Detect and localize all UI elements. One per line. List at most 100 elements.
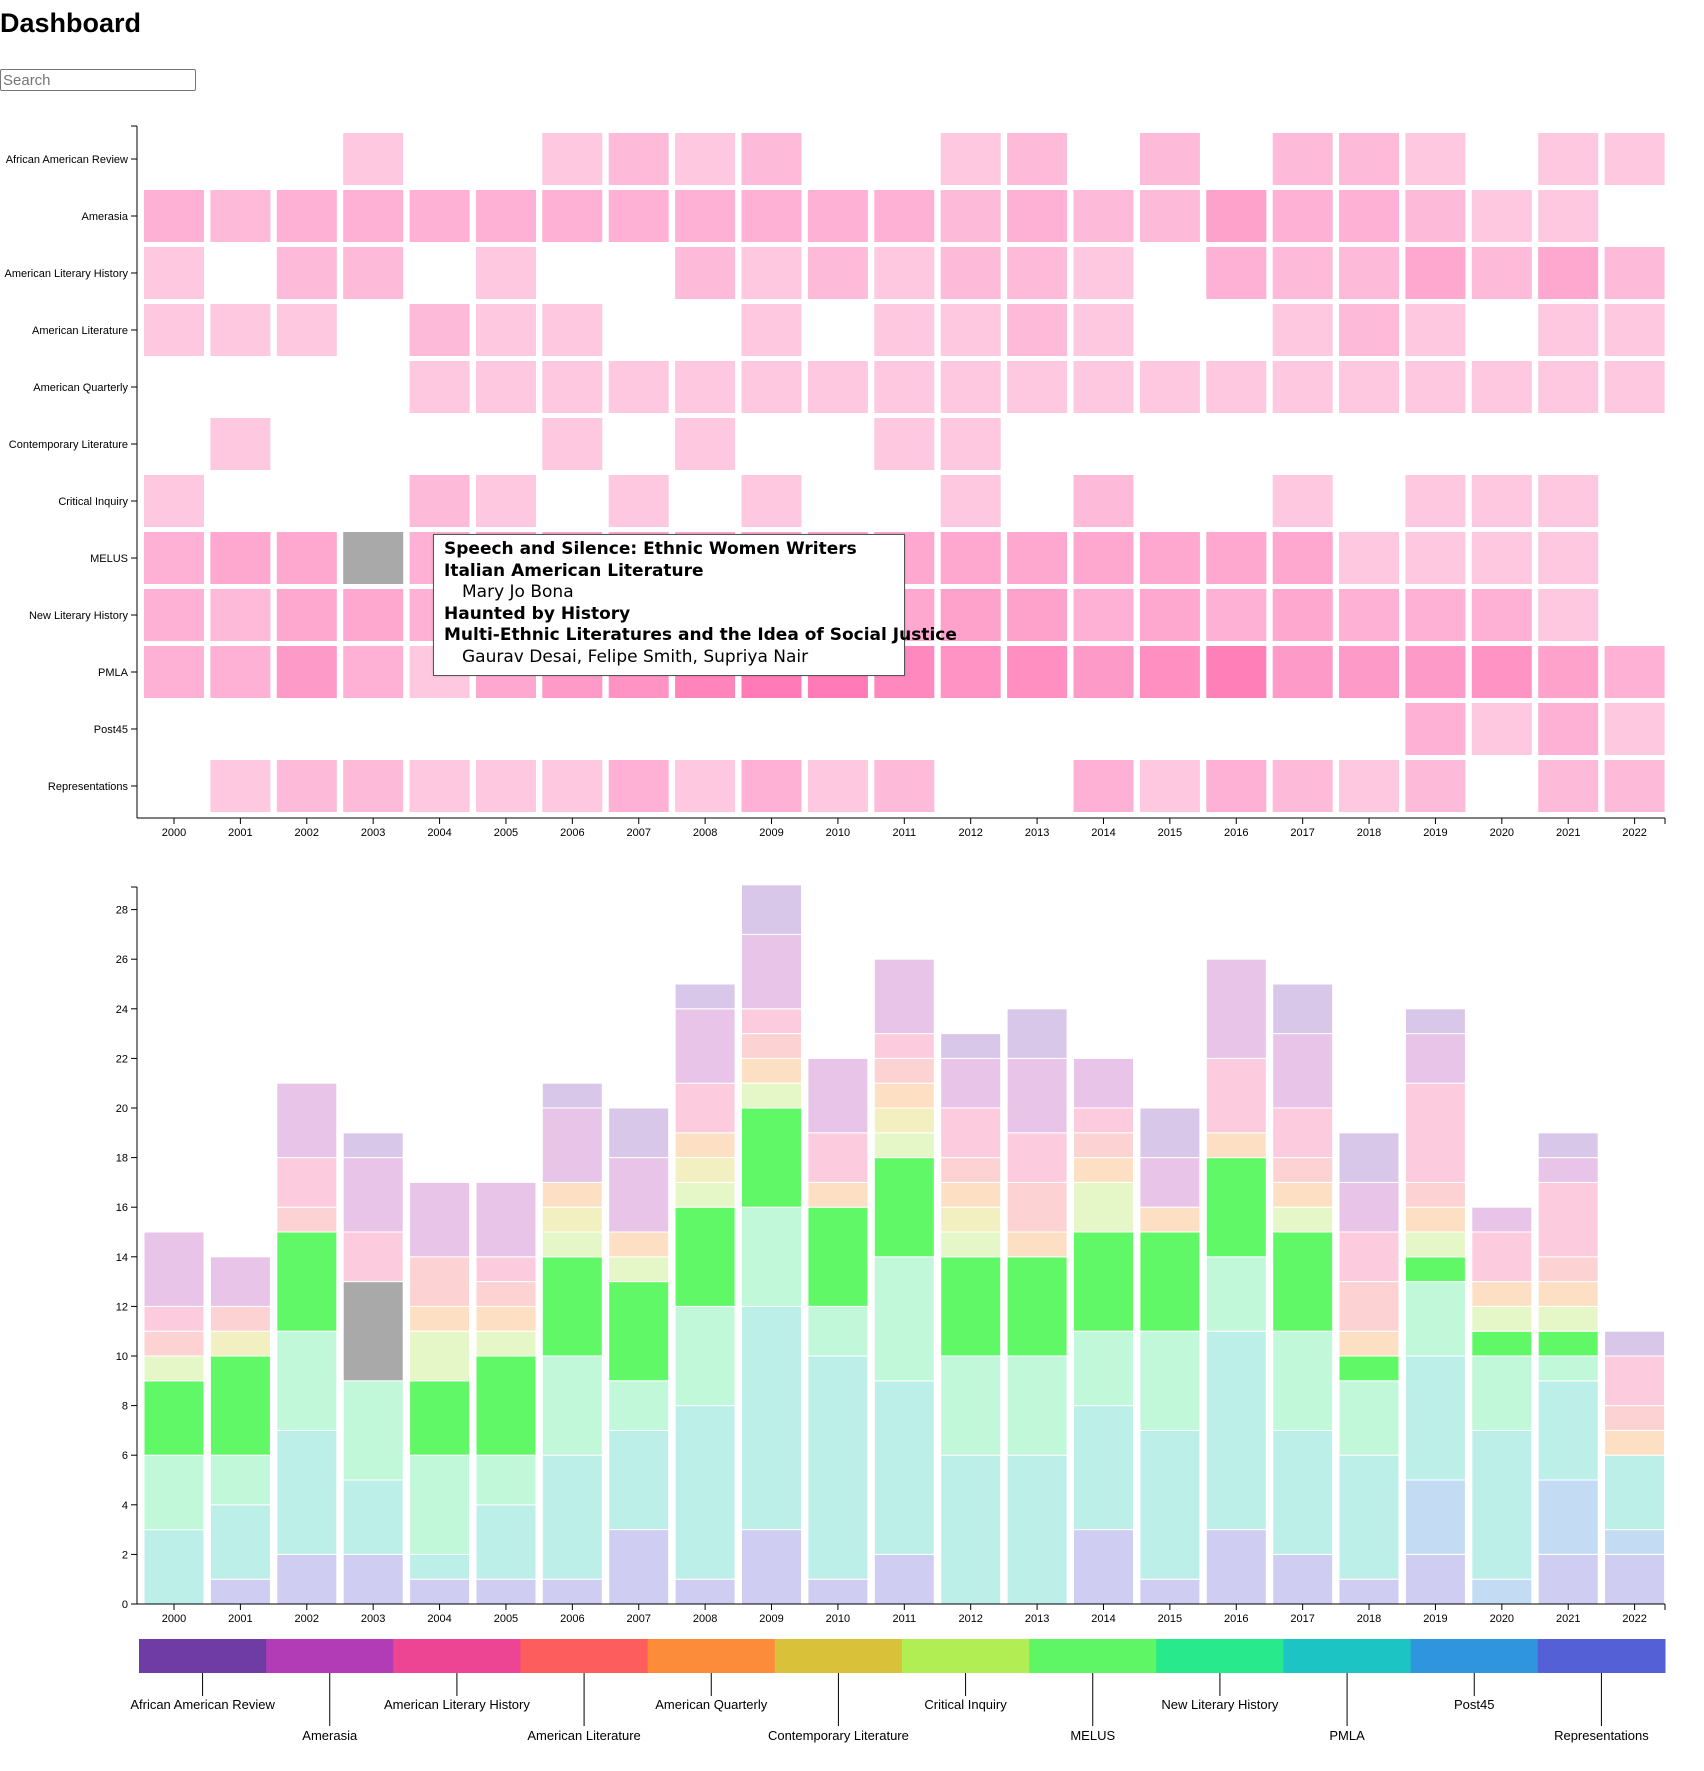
bar-x-tick-label: 2016	[1224, 1613, 1248, 1625]
heatmap-cell	[1007, 589, 1068, 641]
bar-segment	[209, 1355, 271, 1456]
heatmap-cell	[343, 532, 404, 584]
bar-segment	[209, 1330, 271, 1357]
bar-segment	[143, 1529, 205, 1605]
bar-segment	[342, 1380, 404, 1481]
bar-segment	[143, 1330, 205, 1357]
heatmap-cell	[1339, 133, 1399, 185]
heatmap-cell	[1272, 133, 1333, 185]
heatmap-cell	[874, 190, 935, 242]
bar-segment	[342, 1553, 404, 1605]
heatmap-cell	[1471, 247, 1532, 299]
bar-segment	[674, 1008, 736, 1084]
bar-segment	[541, 1082, 603, 1109]
bar-segment	[1205, 1330, 1267, 1531]
bar-segment	[807, 1305, 869, 1357]
bar-segment	[1404, 1008, 1466, 1035]
heatmap-cell	[144, 646, 204, 698]
heatmap-cell	[476, 760, 536, 812]
heatmap-cell	[1538, 361, 1599, 413]
bar-segment	[276, 1082, 338, 1159]
heatmap-chart: African American Review Amerasia American …	[5, 125, 1666, 839]
bar-segment	[940, 1157, 1002, 1183]
heatmap-cell	[741, 304, 802, 356]
bar-y-tick-label: 26	[116, 954, 128, 966]
bar-segment	[873, 1132, 935, 1159]
heatmap-cell	[1339, 304, 1399, 356]
bar-segment	[1604, 1355, 1666, 1407]
heatmap-x-tick-label: 2010	[826, 827, 850, 839]
bar-segment	[807, 1355, 869, 1580]
heatmap-cell	[741, 475, 802, 527]
heatmap-cell	[940, 247, 1001, 299]
bar-y-tick-label: 28	[116, 905, 128, 917]
heatmap-cell	[1073, 760, 1134, 812]
bar-x-tick-label: 2018	[1357, 1613, 1381, 1625]
bar-segment	[741, 1206, 802, 1307]
bar-segment	[409, 1256, 471, 1307]
bar-segment	[741, 1008, 802, 1035]
heatmap-x-tick-label: 2003	[361, 827, 385, 839]
bar-x-tick-label: 2021	[1556, 1613, 1580, 1625]
bar-segment	[940, 1256, 1002, 1357]
bar-segment	[1272, 1181, 1334, 1208]
bar-segment	[541, 1231, 603, 1258]
heatmap-cell	[210, 418, 271, 470]
heatmap-cell	[343, 760, 404, 812]
heatmap-cell	[940, 475, 1001, 527]
bar-segment	[940, 1355, 1002, 1456]
bar-y-tick-label: 4	[122, 1500, 128, 1512]
bar-segment	[1272, 1330, 1334, 1431]
bar-segment	[741, 1082, 802, 1109]
heatmap-cell	[675, 190, 736, 242]
bar-segment	[1073, 1405, 1134, 1531]
bar-segment	[608, 1529, 670, 1605]
bar-y-tick-label: 8	[122, 1401, 128, 1413]
bar-segment	[741, 933, 802, 1010]
bar-x-tick-label: 2013	[1025, 1613, 1049, 1625]
heatmap-x-tick-label: 2013	[1025, 827, 1049, 839]
color-legend: African American Review Amerasia American …	[130, 1639, 1666, 1743]
bar-x-tick-label: 2006	[560, 1613, 584, 1625]
bar-segment	[1006, 1256, 1068, 1357]
legend-label: American Literature	[527, 1728, 640, 1743]
heatmap-cell	[874, 361, 935, 413]
bar-segment	[1205, 1529, 1267, 1605]
heatmap-cell	[1339, 646, 1399, 698]
bar-segment	[342, 1157, 404, 1233]
bar-x-tick-label: 2010	[826, 1613, 850, 1625]
bar-segment	[541, 1256, 603, 1357]
bar-segment	[674, 1206, 736, 1307]
bar-segment	[873, 1380, 935, 1555]
heatmap-y-tick-label: Critical Inquiry	[58, 496, 128, 508]
bar-x-tick-label: 2005	[494, 1613, 518, 1625]
heatmap-cell	[675, 361, 736, 413]
bar-segment	[1272, 1033, 1334, 1109]
heatmap-cell	[940, 418, 1001, 470]
bar-segment	[1205, 958, 1267, 1059]
heatmap-cell	[874, 247, 935, 299]
heatmap-cell	[343, 646, 404, 698]
bar-segment	[409, 1330, 471, 1382]
legend-label: New Literary History	[1161, 1697, 1279, 1712]
bar-segment	[1404, 1181, 1466, 1208]
bar-segment	[873, 1057, 935, 1084]
bar-segment	[940, 1454, 1002, 1605]
bar-segment	[1272, 1429, 1334, 1555]
bar-segment	[608, 1281, 670, 1382]
heatmap-cell	[1538, 133, 1599, 185]
bar-segment	[1073, 1157, 1134, 1183]
heatmap-cell	[608, 760, 669, 812]
legend-swatch	[647, 1639, 776, 1673]
heatmap-cell	[1538, 646, 1599, 698]
search-input[interactable]	[0, 69, 196, 91]
heatmap-cell	[1405, 133, 1466, 185]
legend-label: Post45	[1454, 1697, 1494, 1712]
bar-segment	[741, 1107, 802, 1208]
bar-segment	[873, 1082, 935, 1109]
bar-segment	[674, 1305, 736, 1407]
bar-segment	[209, 1305, 271, 1332]
bar-segment	[209, 1454, 271, 1506]
bar-segment	[608, 1429, 670, 1531]
heatmap-cell	[940, 304, 1001, 356]
